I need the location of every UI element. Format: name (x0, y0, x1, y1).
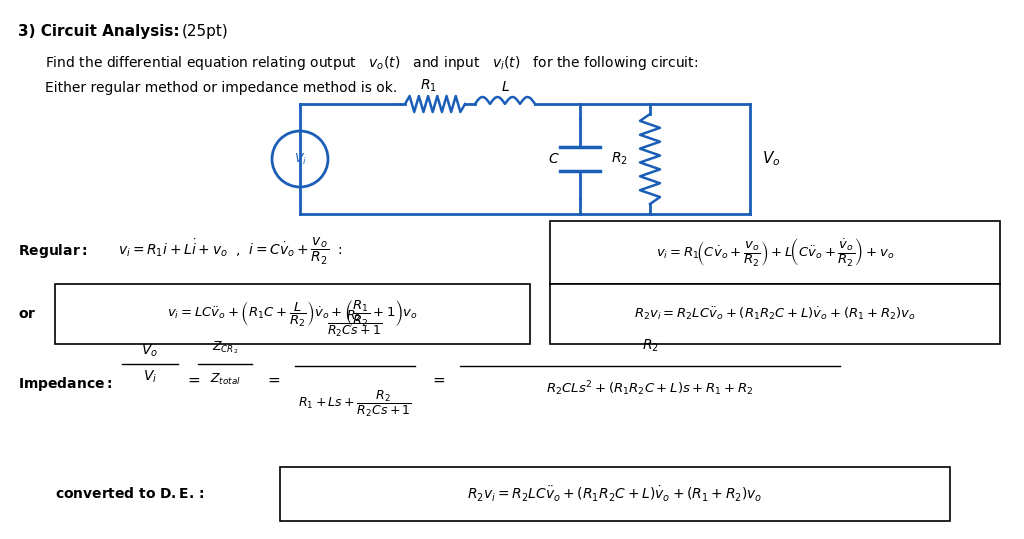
Text: $R_2CLs^2 + (R_1 R_2 C + L)s + R_1 + R_2$: $R_2CLs^2 + (R_1 R_2 C + L)s + R_1 + R_2… (547, 379, 754, 398)
Text: $V_i$: $V_i$ (143, 369, 157, 385)
FancyBboxPatch shape (280, 467, 950, 521)
FancyBboxPatch shape (550, 221, 1000, 284)
Text: $Z_{total}$: $Z_{total}$ (210, 372, 241, 387)
Text: $R_2$: $R_2$ (611, 151, 628, 167)
Text: $L$: $L$ (501, 80, 510, 94)
Text: $Z_{CR_2}$: $Z_{CR_2}$ (212, 340, 239, 356)
FancyBboxPatch shape (550, 284, 1000, 344)
FancyBboxPatch shape (55, 284, 530, 344)
Text: Either regular method or impedance method is ok.: Either regular method or impedance metho… (45, 81, 397, 95)
Text: $\mathbf{Regular:}$: $\mathbf{Regular:}$ (18, 242, 88, 260)
Text: $v_i = LC\ddot{v}_o + \left(R_1 C + \dfrac{L}{R_2}\right)\dot{v}_o + \left(\dfra: $v_i = LC\ddot{v}_o + \left(R_1 C + \dfr… (167, 299, 418, 329)
Text: $V_i$: $V_i$ (294, 151, 306, 167)
Text: $V_o$: $V_o$ (762, 150, 780, 168)
Text: $R_2$: $R_2$ (642, 337, 658, 354)
Text: $=$: $=$ (265, 371, 282, 386)
Text: $\dfrac{R_2}{R_2Cs+1}$: $\dfrac{R_2}{R_2Cs+1}$ (328, 309, 383, 339)
Text: $R_2 v_i = R_2 LC\ddot{v}_o + (R_1 R_2 C + L)\dot{v}_o + (R_1 + R_2)v_o$: $R_2 v_i = R_2 LC\ddot{v}_o + (R_1 R_2 C… (467, 485, 763, 503)
Text: $R_1$: $R_1$ (420, 78, 436, 94)
Text: $v_i = R_1 i + L\dot{i} + v_o$  ,  $i = C\dot{v}_o + \dfrac{v_o}{R_2}$  :: $v_i = R_1 i + L\dot{i} + v_o$ , $i = C\… (118, 236, 343, 267)
Text: 3) Circuit Analysis:: 3) Circuit Analysis: (18, 24, 179, 39)
Text: $=$: $=$ (185, 371, 201, 386)
Text: $\mathbf{or}$: $\mathbf{or}$ (18, 307, 36, 321)
Text: $\mathbf{converted\ to\ D.E.:}$: $\mathbf{converted\ to\ D.E.:}$ (55, 487, 205, 501)
Text: $R_2 v_i = R_2 LC\ddot{v}_o + (R_1 R_2 C + L)\dot{v}_o + (R_1 + R_2)v_o$: $R_2 v_i = R_2 LC\ddot{v}_o + (R_1 R_2 C… (634, 306, 915, 322)
Text: $R_1 + Ls + \dfrac{R_2}{R_2Cs+1}$: $R_1 + Ls + \dfrac{R_2}{R_2Cs+1}$ (298, 389, 412, 419)
Text: Find the differential equation relating output   $v_o(t)$   and input   $v_i(t)$: Find the differential equation relating … (45, 54, 698, 72)
Text: $V_o$: $V_o$ (141, 343, 159, 359)
Text: $=$: $=$ (430, 371, 446, 386)
Text: $C$: $C$ (549, 152, 560, 166)
Text: $\mathbf{Impedance:}$: $\mathbf{Impedance:}$ (18, 375, 113, 393)
Text: (25pt): (25pt) (182, 24, 228, 39)
Text: $v_i = R_1\!\left(C\dot{v}_o + \dfrac{v_o}{R_2}\right) + L\!\left(C\ddot{v}_o + : $v_i = R_1\!\left(C\dot{v}_o + \dfrac{v_… (655, 237, 894, 268)
